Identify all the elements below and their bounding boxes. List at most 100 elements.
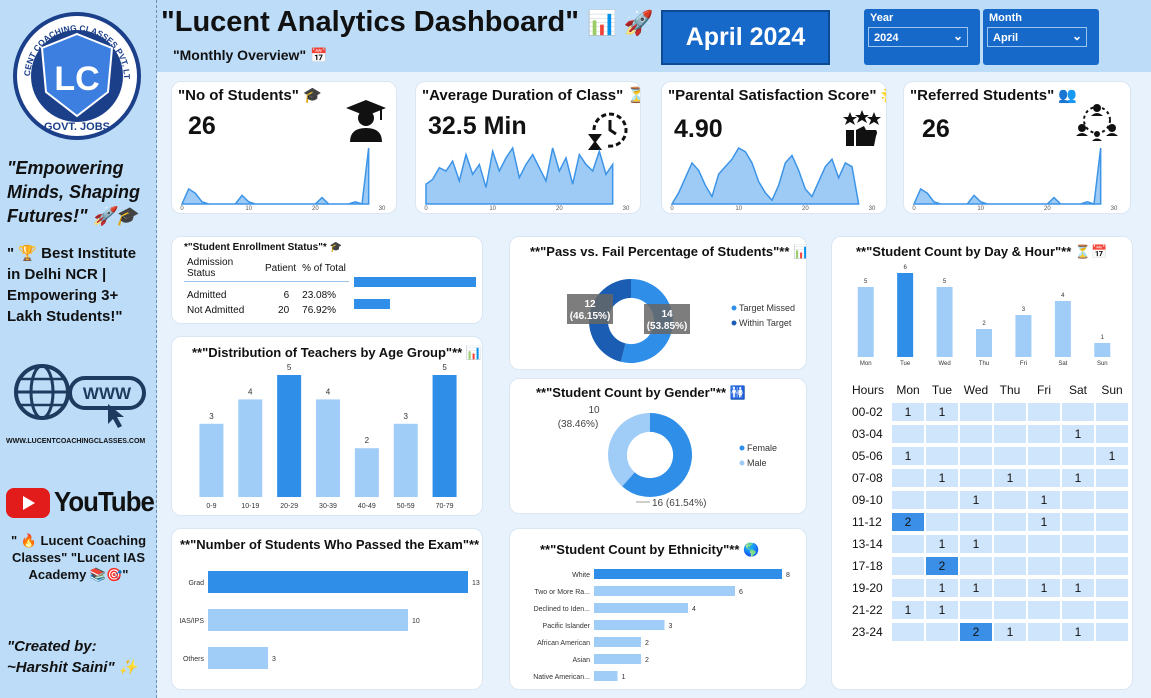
matrix-cell[interactable]: 1 (926, 579, 958, 597)
matrix-cell[interactable]: 1 (1028, 491, 1060, 509)
matrix-cell[interactable] (926, 623, 958, 641)
matrix-cell[interactable] (892, 535, 924, 553)
globe-www-icon[interactable]: WWW (12, 362, 148, 428)
matrix-cell[interactable] (1096, 579, 1128, 597)
matrix-cell[interactable]: 1 (1028, 579, 1060, 597)
matrix-cell[interactable] (1062, 601, 1094, 619)
matrix-cell[interactable] (1028, 557, 1060, 575)
matrix-cell[interactable] (994, 403, 1026, 421)
matrix-cell[interactable] (1062, 557, 1094, 575)
matrix-cell[interactable]: 1 (926, 535, 958, 553)
row-header[interactable]: Hours (852, 383, 885, 397)
matrix-cell[interactable] (1028, 601, 1060, 619)
matrix-cell[interactable] (960, 601, 992, 619)
matrix-cell[interactable]: 2 (892, 513, 924, 531)
matrix-cell[interactable] (960, 513, 992, 531)
matrix-cell[interactable] (926, 491, 958, 509)
matrix-cell[interactable] (892, 469, 924, 487)
year-slicer[interactable]: Year 2024 ⌄ (864, 9, 980, 65)
matrix-cell[interactable] (960, 469, 992, 487)
column-header[interactable]: Wed (963, 383, 989, 397)
table-row[interactable]: Not Admitted 20 76.92% (187, 304, 337, 316)
matrix-cell[interactable] (1028, 623, 1060, 641)
youtube-logo[interactable]: YouTube (6, 486, 155, 520)
matrix-cell[interactable] (960, 447, 992, 465)
column-header[interactable]: Sun (1101, 383, 1123, 397)
matrix-cell[interactable] (1096, 491, 1128, 509)
column-header[interactable]: Sat (1068, 383, 1087, 397)
matrix-cell[interactable]: 2 (960, 623, 992, 641)
matrix-cell[interactable] (926, 425, 958, 443)
month-slicer[interactable]: Month April ⌄ (983, 9, 1099, 65)
matrix-cell[interactable] (1028, 425, 1060, 443)
matrix-cell[interactable] (892, 491, 924, 509)
matrix-cell[interactable] (1096, 623, 1128, 641)
matrix-cell[interactable] (1096, 535, 1128, 553)
website-link[interactable]: WWW.LUCENTCOACHINGCLASSES.COM (6, 438, 146, 445)
matrix-cell[interactable]: 1 (960, 535, 992, 553)
matrix-cell[interactable]: 1 (892, 403, 924, 421)
matrix-cell[interactable] (960, 425, 992, 443)
matrix-cell[interactable] (892, 557, 924, 575)
matrix-cell[interactable]: 2 (926, 557, 958, 575)
matrix-cell[interactable]: 1 (1028, 513, 1060, 531)
column-header[interactable]: Thu (999, 383, 1021, 397)
column-header[interactable]: Fri (1037, 383, 1051, 397)
matrix-cell[interactable] (1062, 513, 1094, 531)
column-header[interactable]: Mon (896, 383, 920, 397)
matrix-cell[interactable] (1096, 601, 1128, 619)
matrix-cell[interactable]: 1 (994, 623, 1026, 641)
matrix-cell[interactable]: 1 (1062, 469, 1094, 487)
institute-text: " 🏆 Best Institute in Delhi NCR | Empowe… (7, 245, 137, 325)
matrix-cell[interactable] (1096, 469, 1128, 487)
matrix-cell[interactable] (1028, 447, 1060, 465)
matrix-cell[interactable] (1028, 535, 1060, 553)
matrix-cell[interactable]: 1 (892, 447, 924, 465)
matrix-cell[interactable] (1062, 447, 1094, 465)
matrix-cell[interactable] (926, 447, 958, 465)
matrix-cell[interactable] (1028, 403, 1060, 421)
axis-tick-label: 20 (1044, 206, 1051, 212)
main-area: "Lucent Analytics Dashboard" 📊 🚀 "Monthl… (157, 0, 1151, 698)
matrix-cell[interactable]: 1 (960, 579, 992, 597)
matrix-cell[interactable]: 1 (926, 469, 958, 487)
matrix-cell[interactable] (994, 579, 1026, 597)
tick-label: Pacific Islander (543, 623, 591, 630)
matrix-cell[interactable] (960, 403, 992, 421)
matrix-cell[interactable] (1062, 403, 1094, 421)
matrix-cell[interactable] (1096, 513, 1128, 531)
matrix-cell[interactable]: 1 (892, 601, 924, 619)
matrix-cell[interactable] (1062, 535, 1094, 553)
sidebar: LC GOVT. JOBS LUCENT COACHING CLASSES PV… (0, 0, 157, 698)
matrix-cell[interactable]: 1 (1062, 425, 1094, 443)
matrix-cell[interactable]: 1 (1062, 579, 1094, 597)
matrix-cell[interactable]: 1 (1062, 623, 1094, 641)
matrix-cell[interactable] (960, 557, 992, 575)
matrix-cell[interactable] (994, 425, 1026, 443)
matrix-cell[interactable] (1096, 557, 1128, 575)
column-header[interactable]: Tue (931, 383, 953, 397)
matrix-cell[interactable]: 1 (1096, 447, 1128, 465)
matrix-cell[interactable] (892, 579, 924, 597)
matrix-cell[interactable] (926, 513, 958, 531)
matrix-cell[interactable] (1096, 425, 1128, 443)
matrix-cell[interactable] (994, 447, 1026, 465)
matrix-cell[interactable]: 1 (960, 491, 992, 509)
year-dropdown[interactable]: 2024 ⌄ (868, 27, 968, 47)
matrix-cell[interactable]: 1 (926, 601, 958, 619)
month-dropdown[interactable]: April ⌄ (987, 27, 1087, 47)
data-label: 1 (1101, 335, 1105, 341)
matrix-cell[interactable] (994, 491, 1026, 509)
table-row[interactable]: Admitted 6 23.08% (187, 289, 337, 301)
matrix-cell[interactable] (994, 601, 1026, 619)
matrix-cell[interactable] (1096, 403, 1128, 421)
matrix-cell[interactable] (994, 535, 1026, 553)
matrix-cell[interactable]: 1 (994, 469, 1026, 487)
matrix-cell[interactable] (892, 425, 924, 443)
matrix-cell[interactable] (994, 513, 1026, 531)
matrix-cell[interactable]: 1 (926, 403, 958, 421)
matrix-cell[interactable] (1028, 469, 1060, 487)
matrix-cell[interactable] (892, 623, 924, 641)
matrix-cell[interactable] (1062, 491, 1094, 509)
matrix-cell[interactable] (994, 557, 1026, 575)
